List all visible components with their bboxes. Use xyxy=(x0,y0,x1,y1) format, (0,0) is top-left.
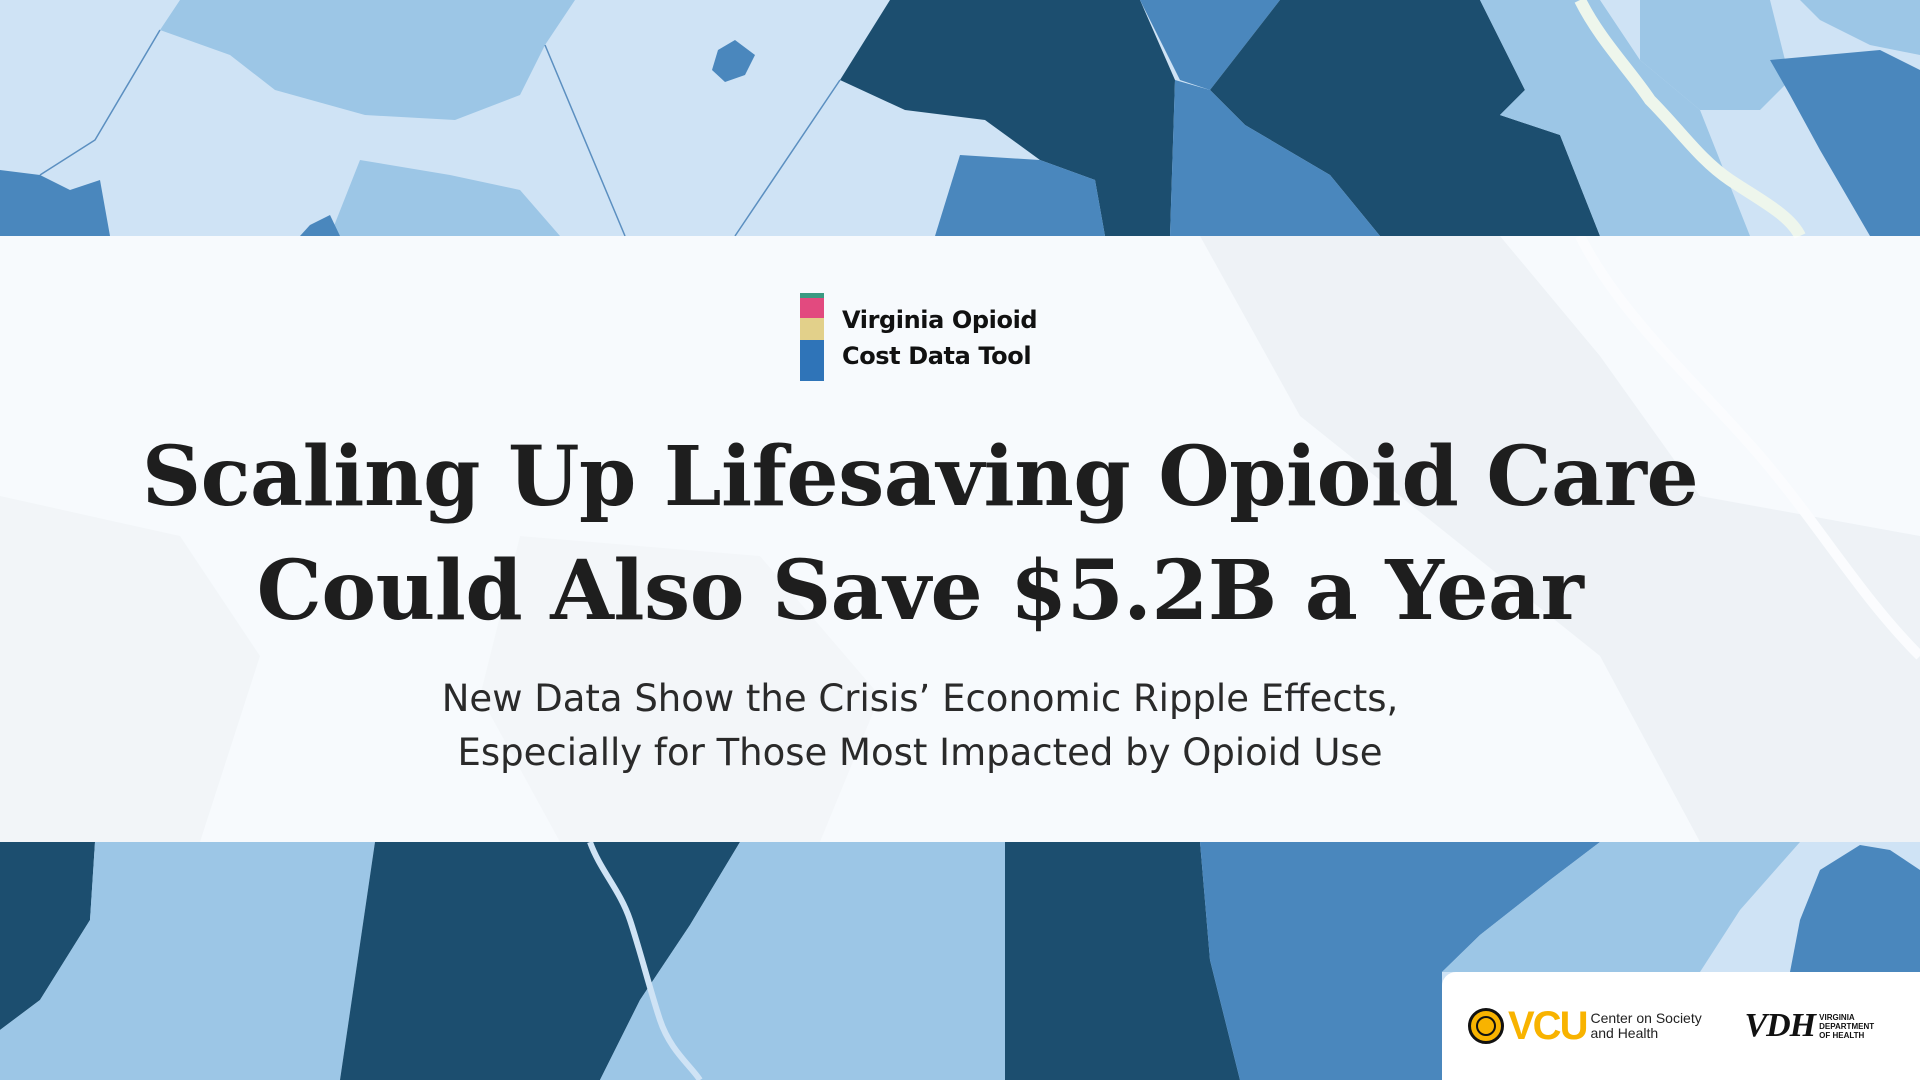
county-border-line-2 xyxy=(544,44,626,237)
vdh-wordmark: VDH xyxy=(1744,1007,1816,1044)
partner-logos-card: VCU Center on Society and Health VDH Vir… xyxy=(1442,972,1920,1080)
brand-lockup: Virginia Opioid Cost Data Tool xyxy=(800,293,1100,383)
vcu-wordmark: VCU xyxy=(1508,1004,1588,1048)
title-banner xyxy=(0,236,1920,842)
brand-bar-yellow xyxy=(800,318,824,340)
county-region-top-11 xyxy=(0,170,110,236)
county-region-top-13 xyxy=(300,215,340,236)
county-region-bottom-6 xyxy=(1200,842,1600,1080)
county-region-bottom-2 xyxy=(0,842,375,1080)
banner-map-river xyxy=(1575,236,1920,660)
county-region-top-9 xyxy=(1770,50,1920,236)
vcu-logo: VCU Center on Society and Health xyxy=(1468,1006,1730,1046)
page-title: Scaling Up Lifesaving Opioid Care Could … xyxy=(120,420,1720,648)
county-region-top-8 xyxy=(1640,0,1790,110)
county-region-bottom-7 xyxy=(1442,842,1800,972)
county-region-top-1 xyxy=(160,0,575,120)
brand-name-line-1: Virginia Opioid xyxy=(842,306,1038,334)
banner-map-texture xyxy=(0,236,1920,842)
page-subtitle-line-1: New Data Show the Crisis’ Economic Rippl… xyxy=(441,677,1399,720)
river-top xyxy=(1574,0,1806,239)
river-bottom xyxy=(587,840,703,1080)
brand-name: Virginia Opioid Cost Data Tool xyxy=(842,293,1038,383)
brand-bar-blue xyxy=(800,340,824,381)
page-title-line-2: Could Also Save $5.2B a Year xyxy=(256,543,1584,639)
county-region-top-10 xyxy=(1800,0,1920,55)
county-region-top-4 xyxy=(1210,0,1600,236)
county-region-top-3 xyxy=(1140,0,1280,90)
county-region-top-2 xyxy=(840,0,1175,236)
page-subtitle: New Data Show the Crisis’ Economic Rippl… xyxy=(300,672,1540,780)
banner-map-shape-3 xyxy=(480,536,880,842)
page-title-line-1: Scaling Up Lifesaving Opioid Care xyxy=(141,429,1699,525)
county-region-top-12 xyxy=(330,160,560,236)
county-region-bottom-5 xyxy=(1005,842,1240,1080)
county-region-top-7 xyxy=(1480,0,1750,236)
county-region-bottom-1 xyxy=(0,842,95,1030)
brand-bar-teal xyxy=(800,293,824,298)
county-region-bottom-4 xyxy=(600,842,1005,1080)
county-region-top-5 xyxy=(1170,80,1380,236)
county-border-line-1 xyxy=(39,29,161,176)
county-region-bottom-8 xyxy=(1790,845,1920,972)
vcu-seal-icon xyxy=(1468,1008,1504,1044)
vdh-subtitle-line-3: of Health xyxy=(1819,1030,1865,1040)
vcu-seal-inner-ring xyxy=(1476,1016,1496,1036)
brand-name-line-2: Cost Data Tool xyxy=(842,342,1032,370)
vcu-subtitle: Center on Society and Health xyxy=(1590,1011,1730,1041)
county-island xyxy=(712,40,755,82)
vcu-subtitle-line-2: and Health xyxy=(1590,1025,1659,1041)
vcu-subtitle-line-1: Center on Society xyxy=(1590,1010,1702,1026)
county-region-top-6 xyxy=(935,155,1105,236)
vdh-subtitle-line-1: Virginia xyxy=(1819,1012,1855,1022)
banner-map-shape-2 xyxy=(0,496,260,842)
vdh-subtitle-line-2: Department xyxy=(1819,1021,1875,1031)
county-region-bottom-3 xyxy=(340,842,740,1080)
vdh-logo: VDH Virginia Department of Health xyxy=(1744,1009,1885,1043)
brand-bar-pink xyxy=(800,298,824,318)
brand-color-bar-icon xyxy=(800,293,824,381)
county-border-line-3 xyxy=(734,79,841,237)
vdh-subtitle: Virginia Department of Health xyxy=(1819,1013,1885,1040)
page-subtitle-line-2: Especially for Those Most Impacted by Op… xyxy=(457,731,1383,774)
banner-map-shape-1 xyxy=(1200,236,1920,842)
